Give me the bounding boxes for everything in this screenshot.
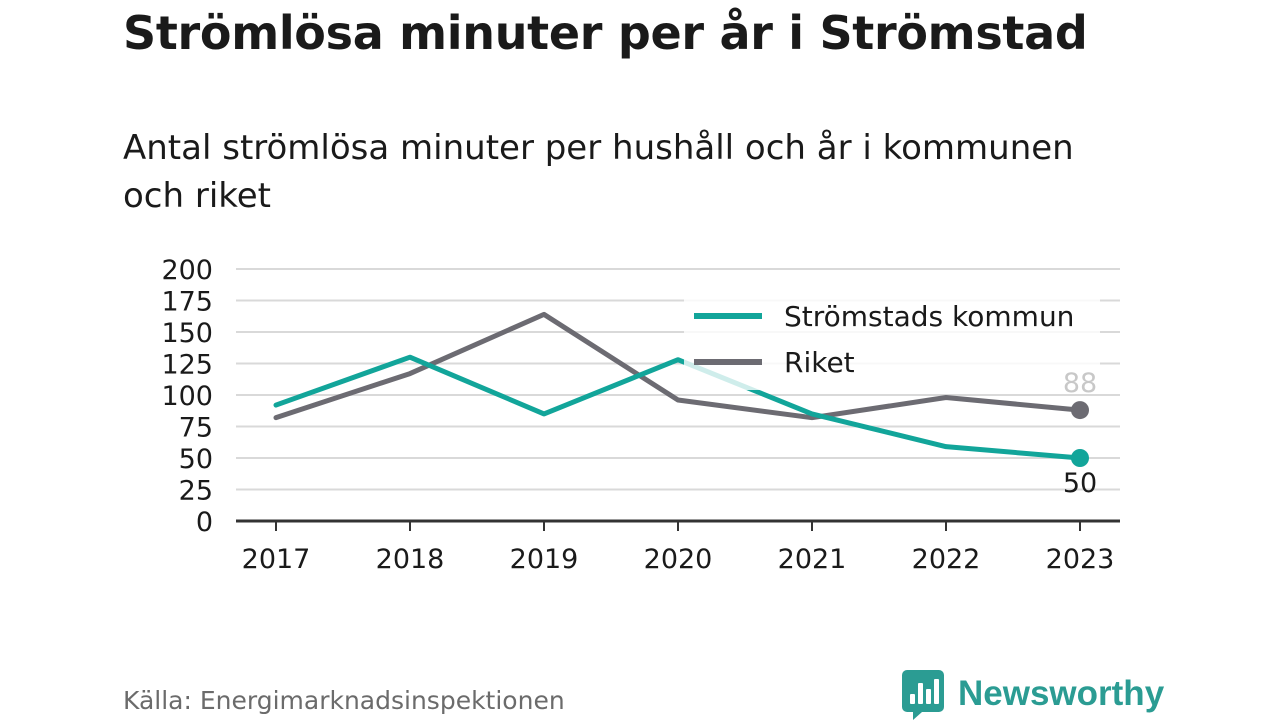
series-lines	[273, 311, 1083, 461]
end-labels: 50 88	[1063, 368, 1097, 499]
y-tick-label: 200	[161, 255, 213, 286]
y-tick-label: 125	[161, 350, 213, 381]
x-tick-label: 2020	[644, 544, 713, 575]
x-tick-label: 2022	[912, 544, 981, 575]
end-marker-riket	[1071, 401, 1089, 420]
newsworthy-logo-icon	[902, 670, 944, 720]
x-axis-ticks: 2017 2018 2019 2020 2021 2022 2023	[242, 521, 1115, 575]
y-tick-label: 25	[179, 476, 213, 507]
source-note: Källa: Energimarknadsinspektionen	[123, 686, 565, 715]
x-tick-label: 2019	[510, 544, 579, 575]
brand-name: Newsworthy	[958, 674, 1165, 713]
legend-label: Riket	[784, 346, 855, 379]
legend-label: Strömstads kommun	[784, 300, 1074, 333]
legend: Strömstads kommun Riket	[684, 292, 1100, 390]
x-tick-label: 2023	[1046, 544, 1115, 575]
end-label: 88	[1063, 368, 1097, 399]
series-line-kommun	[273, 354, 1083, 461]
chart-subtitle: Antal strömlösa minuter per hushåll och …	[123, 128, 1074, 216]
y-tick-label: 100	[161, 381, 213, 412]
end-marker-kommun	[1071, 449, 1089, 467]
y-tick-label: 50	[179, 444, 213, 475]
x-tick-label: 2021	[778, 544, 847, 575]
end-label: 50	[1063, 468, 1097, 499]
y-tick-label: 75	[179, 413, 213, 444]
series-line-riket	[273, 311, 1083, 421]
chart-title: Strömlösa minuter per år i Strömstad	[123, 6, 1088, 60]
y-tick-label: 175	[161, 287, 213, 318]
x-tick-label: 2018	[376, 544, 445, 575]
y-tick-label: 0	[196, 507, 213, 538]
legend-background	[684, 292, 1100, 390]
x-tick-label: 2017	[242, 544, 311, 575]
y-tick-label: 150	[161, 318, 213, 349]
